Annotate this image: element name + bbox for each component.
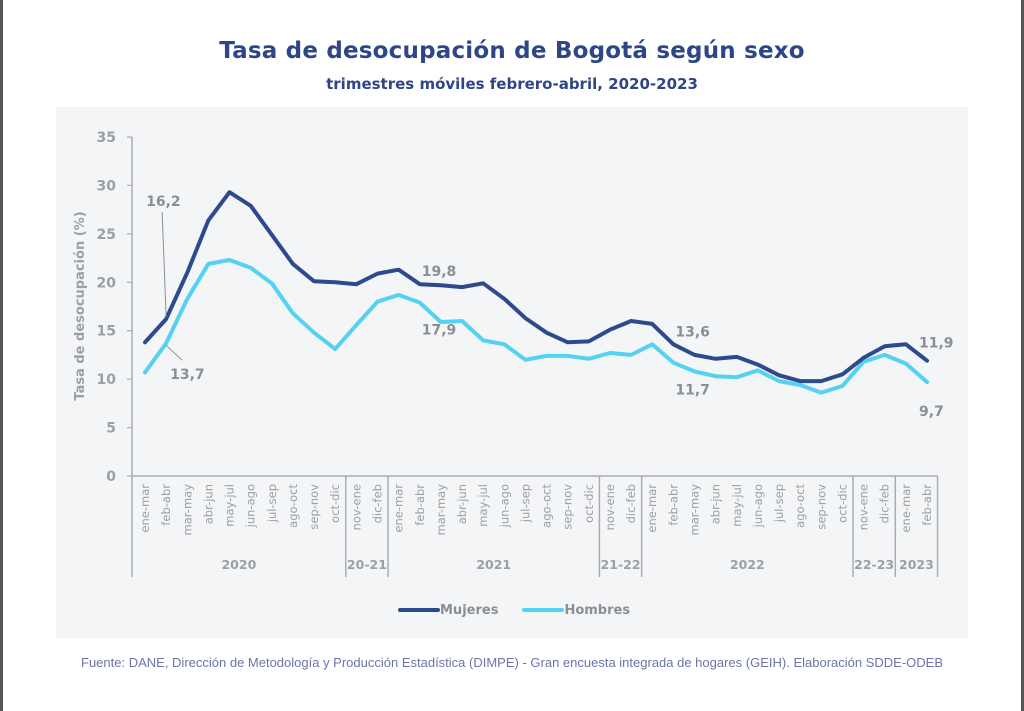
x-group-label: 2021 bbox=[476, 557, 511, 572]
x-tick-label: jun-ago bbox=[244, 484, 258, 528]
y-tick-label: 10 bbox=[97, 372, 117, 388]
x-tick-label: mar-may bbox=[434, 484, 448, 536]
y-tick-label: 35 bbox=[97, 130, 116, 146]
data-label: 13,7 bbox=[170, 367, 205, 383]
x-group-label: 22-23 bbox=[854, 557, 894, 572]
annotation-leader bbox=[165, 344, 183, 361]
chart-panel bbox=[56, 107, 968, 638]
data-label: 9,7 bbox=[919, 404, 944, 420]
x-tick-label: dic-feb bbox=[370, 484, 384, 523]
x-tick-label: may-jul bbox=[223, 484, 237, 527]
x-tick-label: nov-ene bbox=[349, 484, 363, 530]
x-tick-label: oct-dic bbox=[328, 484, 342, 523]
y-tick-label: 5 bbox=[106, 421, 116, 437]
source-note: Fuente: DANE, Dirección de Metodología y… bbox=[81, 655, 943, 670]
x-tick-label: jul-sep bbox=[518, 484, 532, 523]
x-tick-label: dic-feb bbox=[624, 484, 638, 523]
x-tick-label: abr-jun bbox=[709, 484, 723, 524]
y-tick-label: 0 bbox=[106, 469, 116, 485]
legend-swatch-mujeres bbox=[398, 608, 440, 612]
x-tick-label: sep-nov bbox=[814, 484, 828, 530]
x-tick-label: ene-mar bbox=[138, 484, 152, 533]
x-tick-label: jun-ago bbox=[751, 484, 765, 528]
x-tick-label: ene-mar bbox=[645, 484, 659, 533]
x-group-label: 2022 bbox=[730, 557, 765, 572]
x-group-labels: 2020 20-21 2021 21-22 2022 22-23 2023 bbox=[131, 476, 939, 577]
y-axis-label: Tasa de desocupación (%) bbox=[73, 211, 88, 400]
x-tick-label: jul-sep bbox=[265, 484, 279, 523]
frame-left-border bbox=[0, 0, 3, 711]
x-tick-label: ago-oct bbox=[793, 484, 807, 528]
series-line-mujeres bbox=[143, 190, 929, 384]
x-tick-label: may-jul bbox=[730, 484, 744, 527]
x-tick-label: oct-dic bbox=[835, 484, 849, 523]
legend: Mujeres Hombres bbox=[398, 600, 630, 620]
x-tick-label: mar-may bbox=[180, 484, 194, 536]
x-tick-label: may-jul bbox=[476, 484, 490, 527]
y-tick-label: 15 bbox=[97, 324, 116, 340]
legend-label-mujeres: Mujeres bbox=[440, 602, 499, 618]
legend-item-hombres: Hombres bbox=[522, 603, 630, 618]
x-group-label: 2020 bbox=[221, 557, 256, 572]
x-tick-label: mar-may bbox=[688, 484, 702, 536]
data-label: 13,6 bbox=[675, 324, 710, 340]
x-tick-label: sep-nov bbox=[307, 484, 321, 530]
y-tick-label: 20 bbox=[97, 275, 117, 291]
x-group-label: 21-22 bbox=[601, 557, 641, 572]
x-tick-label: nov-ene bbox=[603, 484, 617, 530]
x-tick-label: ene-mar bbox=[392, 484, 406, 533]
x-tick-label: feb-abr bbox=[920, 484, 934, 526]
frame-right-border bbox=[1021, 0, 1024, 711]
x-tick-label: abr-jun bbox=[201, 484, 215, 524]
y-tick-label: 25 bbox=[97, 227, 116, 243]
x-tick-label: sep-nov bbox=[561, 484, 575, 530]
x-tick-label: jul-sep bbox=[772, 484, 786, 523]
legend-swatch-hombres bbox=[522, 608, 565, 612]
x-tick-label: abr-jun bbox=[455, 484, 469, 524]
chart-title: Tasa de desocupación de Bogotá según sex… bbox=[219, 38, 805, 64]
series-lines bbox=[143, 190, 929, 395]
x-tick-label: oct-dic bbox=[582, 484, 596, 523]
data-label: 11,9 bbox=[919, 336, 954, 352]
x-tick-label: ene-mar bbox=[899, 484, 913, 533]
x-group-label: 20-21 bbox=[347, 557, 387, 572]
annotations: 16,2 13,7 19,8 17,9 13,6 11,7 11,9 9,7 bbox=[146, 194, 953, 420]
data-label: 19,8 bbox=[422, 264, 457, 280]
x-tick-label: ago-oct bbox=[540, 484, 554, 528]
annotation-leader bbox=[161, 211, 167, 318]
series-line-hombres bbox=[143, 258, 929, 395]
data-label: 16,2 bbox=[146, 194, 181, 210]
x-tick-label: feb-abr bbox=[666, 484, 680, 526]
x-tick-label: jun-ago bbox=[497, 484, 511, 528]
legend-label-hombres: Hombres bbox=[564, 602, 631, 618]
legend-item-mujeres: Mujeres bbox=[398, 603, 498, 618]
x-group-label: 2023 bbox=[899, 557, 934, 572]
chart-subtitle: trimestres móviles febrero-abril, 2020-2… bbox=[326, 75, 698, 93]
x-tick-label: feb-abr bbox=[413, 484, 427, 526]
x-tick-label: ago-oct bbox=[286, 484, 300, 528]
x-tick-label: nov-ene bbox=[857, 484, 871, 530]
data-label: 11,7 bbox=[675, 383, 710, 399]
x-tick-label: dic-feb bbox=[878, 484, 892, 523]
axes: 0 5 10 15 20 25 30 35 bbox=[97, 130, 938, 485]
x-tick-labels: ene-mar feb-abr mar-may abr-jun may-jul jun-a… bbox=[138, 484, 934, 536]
y-tick-label: 30 bbox=[97, 178, 117, 194]
x-tick-label: feb-abr bbox=[159, 484, 173, 526]
data-label: 17,9 bbox=[422, 323, 457, 339]
